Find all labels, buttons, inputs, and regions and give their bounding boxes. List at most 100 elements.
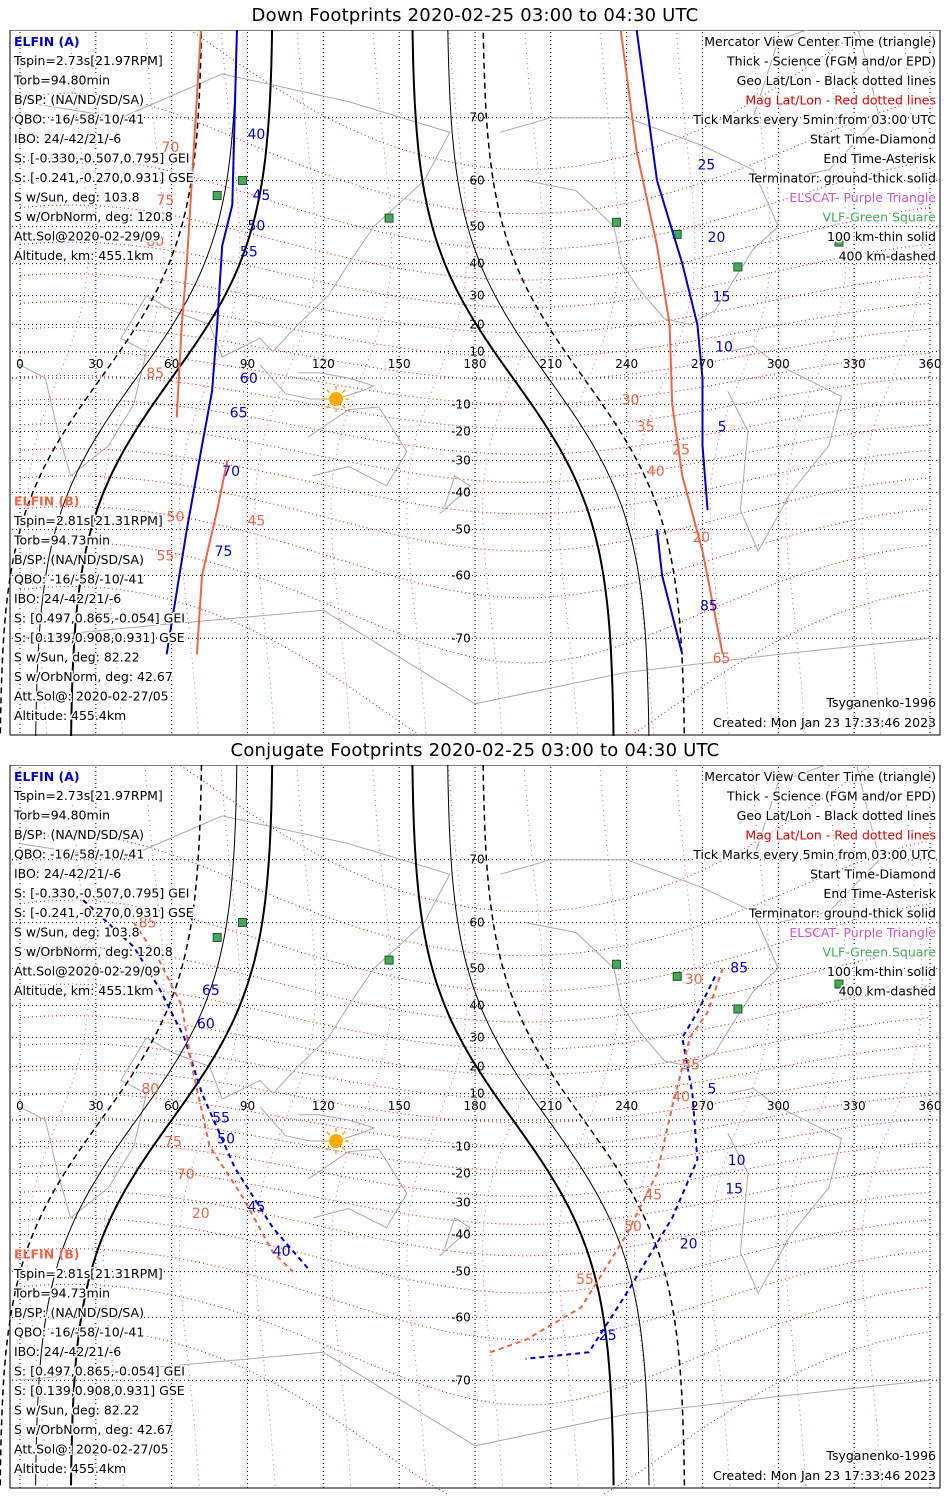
lat-tick-label: -40 (451, 1227, 471, 1241)
elfin-a-label: ELFIN (A) (14, 769, 80, 784)
elfin-a-tick-label: 15 (725, 1181, 743, 1197)
legend: Mercator View Center Time (triangle) Thic… (12, 768, 939, 1484)
vlf-station-square (612, 217, 622, 227)
lon-tick-label: 180 (464, 1099, 487, 1113)
lat-tick-label: -50 (451, 1265, 471, 1279)
elfin-a-tick-label: 20 (680, 1237, 698, 1253)
elfin-a-tick-label: 5 (718, 419, 727, 435)
legend-right-item: VLF-Green Square (822, 945, 936, 960)
legend-right-item: 100 km-thin solid (827, 229, 936, 244)
lat-tick-label: 50 (469, 219, 484, 233)
elfin-b-tick-label: 40 (672, 1090, 690, 1106)
mag-lat-line (19, 241, 931, 309)
elfin-b-info-line: Tspin=2.81s[21.31RPM] (13, 513, 163, 528)
legend-right-item: Thick - Science (FGM and/or EPD) (726, 789, 936, 804)
legend-right-item: Start Time-Diamond (810, 867, 936, 882)
lon-tick-label: 60 (164, 357, 179, 371)
elfin-a-info-line: QBO: -16/-58/-10/-41 (14, 847, 144, 862)
mag-lon-line (254, 765, 317, 1486)
elfin-b-tick-label: 75 (164, 1134, 182, 1150)
elfin-b-info-line: S w/Sun, deg: 82.22 (14, 1403, 140, 1418)
lon-tick-label: 210 (539, 1099, 562, 1113)
lat-tick-label: -70 (451, 1373, 471, 1387)
mag-lat-line (19, 1140, 931, 1197)
mag-lon-line (709, 765, 772, 1486)
legend-right-item: Geo Lat/Lon - Black dotted lines (737, 73, 936, 88)
mag-lat-line (19, 505, 931, 599)
coastline (727, 345, 843, 553)
mag-lon-line (254, 30, 317, 736)
mag-lat-line (19, 1015, 931, 1076)
coastline (259, 1106, 376, 1142)
elfin-b-tick-label: 35 (682, 1057, 700, 1073)
mag-lat-line (19, 1116, 931, 1172)
elfin-b-info-line: Altitude: 455.4km (14, 1461, 126, 1476)
elfin-b-track-west (175, 30, 202, 418)
created-label: Created: Mon Jan 23 17:33:46 2023 (713, 715, 936, 730)
elfin-b-label: ELFIN (B) (14, 1247, 79, 1262)
elfin-b-info-line: Att.Sol@: 2020-02-27/05 (14, 689, 169, 704)
coastline (752, 30, 880, 181)
mag-lat-line (19, 157, 931, 251)
coastline (307, 406, 408, 487)
mag-lon-line (178, 765, 241, 1486)
sun-ray (341, 1146, 346, 1151)
terminator-ground (411, 30, 615, 736)
elfin-a-track-east-end (656, 529, 684, 655)
elfin-a-tick-label: 45 (248, 1200, 266, 1216)
lon-tick-label: 240 (615, 1099, 638, 1113)
elfin-b-tick-label: 55 (157, 549, 175, 565)
elfin-a-info-line: Altitude, km: 455.1km (14, 248, 154, 263)
geo-graticule (12, 767, 938, 1488)
mag-lat-line (19, 1189, 931, 1257)
sun-icon (328, 1134, 343, 1149)
mag-lon-line (861, 765, 923, 1486)
legend-right-item: Mag Lat/Lon - Red dotted lines (745, 93, 936, 108)
elfin-b-tick-label: 70 (162, 140, 180, 156)
vlf-station-square (733, 1004, 743, 1014)
mag-lon-line (709, 30, 772, 736)
elfin-b-track-west (132, 921, 294, 1273)
elfin-b-track-east (489, 968, 724, 1354)
lon-tick-label: 360 (919, 357, 942, 371)
elfin-b-tick-label: 85 (146, 366, 164, 382)
legend-right-item: 400 km-dashed (839, 984, 936, 999)
lat-tick-label: 70 (469, 111, 484, 125)
elfin-a-tick-label: 75 (215, 544, 233, 560)
elfin-a-tick-label: 50 (217, 1132, 235, 1148)
sun-ray (341, 404, 346, 409)
legend-right-item: ELSCAT- Purple Triangle (789, 190, 936, 205)
legend-right-item: Terminator: ground-thick solid (748, 171, 936, 186)
created-label: Created: Mon Jan 23 17:33:46 2023 (713, 1468, 936, 1483)
elfin-a-tick-label: 55 (240, 245, 258, 261)
elfin-b-tick-label: 65 (713, 651, 731, 667)
vlf-station-square (672, 971, 682, 981)
elfin-a-info-line: Torb=94.80min (13, 73, 110, 88)
elfin-b-info-line: Altitude: 455.4km (14, 708, 126, 723)
footprint-tracks: 40 45 50 55 60 65 70 75 30 25 20 15 10 5 85 70 75 80 85 55 5… (146, 30, 733, 667)
mag-grid (19, 30, 931, 736)
vlf-station-square (834, 979, 844, 989)
lat-tick-label: 70 (469, 853, 484, 867)
elfin-a-tick-label: 85 (730, 960, 748, 976)
mag-lon-line (482, 30, 544, 736)
elfin-a-tick-label: 50 (248, 218, 266, 234)
legend-right-item: Tick Marks every 5min from 03:00 UTC (692, 112, 936, 127)
lat-tick-label: -50 (451, 523, 471, 537)
lat-tick-label: 10 (469, 1087, 484, 1101)
elfin-a-tick-label: 65 (202, 983, 220, 999)
sun-ray (341, 1131, 346, 1136)
lon-tick-label: 90 (240, 357, 255, 371)
elfin-a-tick-label: 20 (708, 230, 726, 246)
coastline (500, 117, 779, 326)
elfin-b-tick-label: 40 (647, 464, 665, 480)
lon-tick-label: 150 (388, 357, 411, 371)
elfin-a-tick-label: 10 (728, 1153, 746, 1169)
legend-right-item: 400 km-dashed (839, 249, 936, 264)
lon-tick-label: 180 (464, 357, 487, 371)
elfin-a-info-line: Torb=94.80min (13, 808, 110, 823)
mag-lat-line (19, 1247, 931, 1341)
elfin-a-info-line: S w/Sun, deg: 103.8 (14, 925, 140, 940)
terminator-ground (411, 765, 615, 1486)
legend: Mercator View Center Time (triangle) Thic… (12, 33, 939, 731)
